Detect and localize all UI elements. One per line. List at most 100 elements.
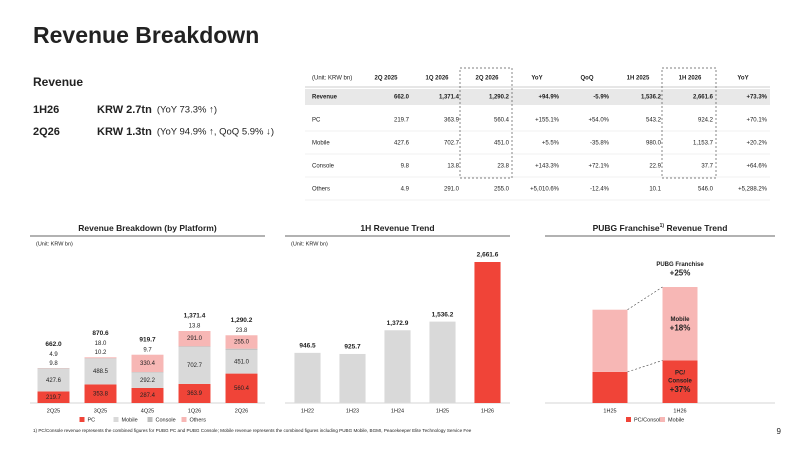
table-header-cell: YoY [531,76,542,82]
table-cell: Console [312,164,335,170]
chart-title-text: Revenue Breakdown (by Platform) [78,223,217,233]
legend-swatch [626,417,631,422]
table-cell: 2,661.6 [693,95,714,101]
bar-label: 13.8 [189,324,201,330]
legend-swatch [79,417,85,422]
table-cell: 1,290.2 [489,95,510,101]
total-label: 1,371.4 [184,313,206,320]
bar [339,353,366,403]
table-cell: 4.9 [401,187,410,193]
bar-label: 255.0 [234,340,250,346]
x-tick-label: 4Q25 [141,408,154,414]
table-header-cell: 1H 2026 [679,76,702,82]
bar-segment [131,372,164,373]
annotation-label: Mobile [671,317,691,323]
bar-segment [592,309,628,372]
unit-label: (Unit: KRW bn) [36,241,73,247]
slide-title: Revenue Breakdown [33,22,259,48]
bar-label: 23.8 [236,328,248,334]
legend-label: Mobile [668,417,684,423]
table-header-cell: 1H 2025 [627,76,650,82]
summary-title: Revenue [33,75,83,89]
total-label: 919.7 [139,336,156,343]
table-highlight-box [661,67,717,179]
x-tick-label: 1H22 [301,408,314,414]
bar-label: 9.7 [143,347,152,353]
bar-segment [178,347,211,384]
summary-change: (YoY 73.3% ↑) [157,105,217,116]
table-cell: 37.7 [701,164,713,170]
table-cell: 451.0 [494,141,510,147]
table-cell: 924.2 [698,118,714,124]
summary-amount: KRW 2.7tn [97,104,152,116]
table-cell: Others [312,187,330,193]
bar-segment [178,346,211,348]
legend-label: PC [88,417,96,423]
table-header-cell: YoY [737,76,748,82]
bar-label: 18.0 [95,341,107,347]
table-cell: -35.8% [590,141,610,147]
bar-label: 925.7 [344,344,361,351]
legend-label: Others [190,417,207,423]
bar-label: 287.4 [140,393,156,399]
table-cell: 543.2 [646,118,662,124]
total-label: 662.0 [45,341,62,348]
bar [474,262,501,403]
table-cell: 427.6 [394,141,410,147]
bar-label: 451.0 [234,359,250,365]
bar-label: 488.5 [93,369,109,375]
bar-segment [131,354,164,373]
x-tick-label: 2Q25 [47,408,60,414]
table-cell: 560.4 [494,118,510,124]
bar-segment [225,349,258,374]
bar-label: 946.5 [299,343,316,350]
table-cell: 13.8 [447,164,459,170]
bar-label: 1,372.9 [387,320,409,327]
annotation-label: PC/ [675,370,685,376]
bar-segment [662,360,698,403]
bar-segment [178,383,211,403]
table-cell: +20.2% [746,141,767,147]
table-cell: 363.9 [444,118,460,124]
connector [627,286,663,310]
table-cell: +5.5% [542,141,560,147]
chart-title-text: PUBG Franchise [593,223,660,233]
bar-label: 560.4 [234,386,250,392]
table-cell: +155.1% [535,118,560,124]
bar-label: 363.9 [187,391,203,397]
x-tick-label: 3Q25 [94,408,107,414]
bar-segment [131,387,164,403]
table-cell: 662.0 [394,95,410,101]
table-cell: 1,536.2 [641,95,662,101]
table-cell: 219.7 [394,118,410,124]
total-label: 1,290.2 [231,317,253,324]
table-header-cell: 2Q 2026 [475,76,499,82]
bar-label: 219.7 [46,395,62,401]
bar-label: 427.6 [46,378,62,384]
table-header-cell: QoQ [581,76,594,82]
bar-label: 2,661.6 [477,252,499,259]
chart-title: Revenue Breakdown (by Platform) [78,223,217,233]
bar-segment [178,331,211,347]
x-tick-label: 2Q26 [235,408,248,414]
bar-label: 10.2 [95,350,107,356]
unit-label: (Unit: KRW bn) [291,241,328,247]
annotation-change: +18% [670,323,691,332]
table-cell: Revenue [312,95,338,101]
table-cell: +143.3% [535,164,560,170]
bar-label: 9.8 [49,361,58,367]
chart-title-text: 1H Revenue Trend [360,223,434,233]
bar-segment [131,372,164,388]
legend-label: PC/Console [634,417,663,423]
table-cell: 23.8 [497,164,509,170]
x-tick-label: 1H25 [436,408,449,414]
table-cell: +54.0% [588,118,609,124]
bar-segment [225,373,258,403]
x-tick-label: 1H26 [673,408,686,414]
footnote: 1) PC/Console revenue represents the com… [33,428,472,433]
bar-label: 1,536.2 [432,311,454,318]
table-cell: +94.9% [538,95,559,101]
bar-label: 4.9 [49,352,58,358]
x-tick-label: 1H24 [391,408,404,414]
